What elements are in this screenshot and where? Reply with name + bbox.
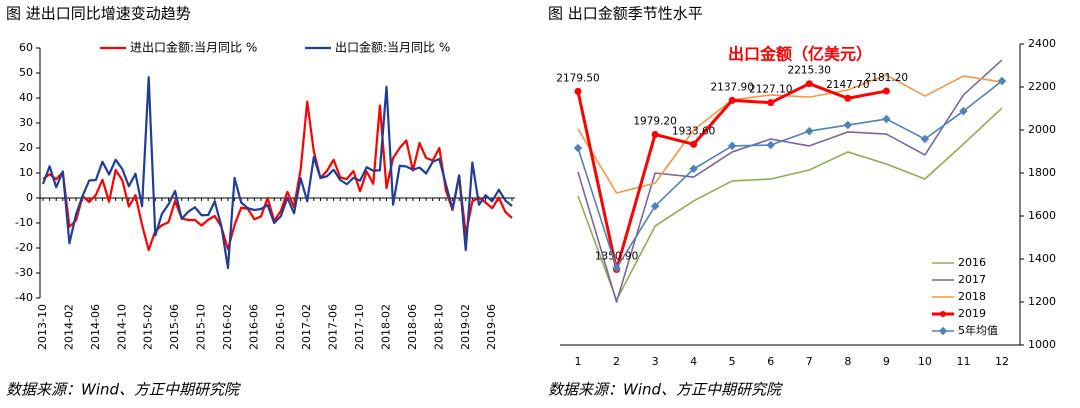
legend-label: 2017 xyxy=(958,273,986,286)
legend-marker xyxy=(940,311,946,317)
series-line xyxy=(41,76,513,270)
x-tick-label: 2 xyxy=(613,355,620,368)
series-line xyxy=(42,100,513,252)
y-tick-label: 50 xyxy=(19,66,33,79)
x-tick-label: 2016-02 xyxy=(221,304,234,350)
y2-tick-label: 1200 xyxy=(1028,295,1056,308)
data-label: 2215.30 xyxy=(788,65,831,77)
legend-label: 进出口金额:当月同比 % xyxy=(130,40,257,55)
x-tick-label: 7 xyxy=(806,355,813,368)
x-tick-label: 2017-10 xyxy=(353,304,366,350)
x-tick-label: 2016-10 xyxy=(274,304,287,350)
y-tick-label: 0 xyxy=(26,191,33,204)
point xyxy=(690,140,698,148)
source: 数据来源：Wind、方正中期研究院 xyxy=(6,381,241,399)
point xyxy=(882,87,890,95)
y-tick-label: -20 xyxy=(15,241,33,254)
point xyxy=(612,263,621,273)
series-line xyxy=(577,80,1003,269)
point xyxy=(767,99,775,107)
source: 数据来源：Wind、方正中期研究院 xyxy=(548,381,783,399)
data-label: 1350.90 xyxy=(595,251,638,263)
y-tick-label: 30 xyxy=(19,116,33,129)
point xyxy=(805,80,813,88)
x-tick-label: 2014-06 xyxy=(89,304,102,350)
series-line xyxy=(577,107,1003,301)
annotation: 出口金额（亿美元） xyxy=(728,45,872,64)
x-tick-label: 2015-06 xyxy=(168,304,181,350)
y2-tick-label: 1400 xyxy=(1028,252,1056,265)
legend-label: 2019 xyxy=(958,307,986,320)
data-label: 1933.60 xyxy=(672,125,715,137)
legend-label: 出口金额:当月同比 % xyxy=(335,40,450,55)
y-tick-label: 20 xyxy=(19,141,33,154)
x-tick-label: 9 xyxy=(883,355,890,368)
chart-title: 图 出口金额季节性水平 xyxy=(548,5,703,23)
x-tick-label: 2017-02 xyxy=(300,304,313,350)
legend-marker xyxy=(938,326,948,336)
x-tick-label: 8 xyxy=(844,355,851,368)
y-tick-label: -30 xyxy=(15,266,33,279)
point xyxy=(574,87,582,95)
y2-tick-label: 1800 xyxy=(1028,166,1056,179)
y2-tick-label: 1600 xyxy=(1028,209,1056,222)
x-tick-label: 2014-02 xyxy=(62,304,75,350)
x-tick-label: 2015-02 xyxy=(142,304,155,350)
data-label: 2137.90 xyxy=(710,81,753,93)
y2-tick-label: 2400 xyxy=(1028,37,1056,50)
y2-tick-label: 2000 xyxy=(1028,123,1056,136)
data-label: 2147.70 xyxy=(826,79,869,91)
x-tick-label: 2013-10 xyxy=(36,304,49,350)
x-tick-label: 2019-02 xyxy=(459,304,472,350)
x-tick-label: 2018-06 xyxy=(406,304,419,350)
y-tick-label: 60 xyxy=(19,41,33,54)
y2-tick-label: 2200 xyxy=(1028,80,1056,93)
x-tick-label: 11 xyxy=(956,355,970,368)
x-tick-label: 2018-10 xyxy=(432,304,445,350)
x-tick-label: 3 xyxy=(652,355,659,368)
point xyxy=(651,130,659,138)
point xyxy=(844,94,852,102)
y-tick-label: 10 xyxy=(19,166,33,179)
x-tick-label: 5 xyxy=(729,355,736,368)
x-tick-label: 10 xyxy=(918,355,932,368)
y-tick-label: -10 xyxy=(15,216,33,229)
data-label: 2181.20 xyxy=(865,72,908,84)
data-label: 2179.50 xyxy=(556,72,599,84)
series-line xyxy=(577,74,1003,194)
legend-label: 2016 xyxy=(958,256,986,269)
x-tick-label: 4 xyxy=(690,355,697,368)
x-tick-label: 2015-10 xyxy=(195,304,208,350)
x-tick-label: 6 xyxy=(767,355,774,368)
x-tick-label: 2014-10 xyxy=(115,304,128,350)
x-tick-label: 2018-02 xyxy=(379,304,392,350)
x-tick-label: 1 xyxy=(575,355,582,368)
x-tick-label: 2017-06 xyxy=(327,304,340,350)
x-tick-label: 12 xyxy=(995,355,1009,368)
chart-title: 图 进出口同比增速变动趋势 xyxy=(6,5,191,23)
legend-label: 2018 xyxy=(958,290,986,303)
x-tick-label: 2016-06 xyxy=(247,304,260,350)
data-label: 2127.10 xyxy=(749,84,792,96)
y2-tick-label: 1000 xyxy=(1028,338,1056,351)
x-tick-label: 2019-06 xyxy=(485,304,498,350)
series-line xyxy=(577,59,1003,303)
y-tick-label: -40 xyxy=(15,291,33,304)
data-label: 1979.20 xyxy=(633,115,676,127)
y-tick-label: 40 xyxy=(19,91,33,104)
point xyxy=(728,96,736,104)
legend-label: 5年均值 xyxy=(958,323,998,337)
